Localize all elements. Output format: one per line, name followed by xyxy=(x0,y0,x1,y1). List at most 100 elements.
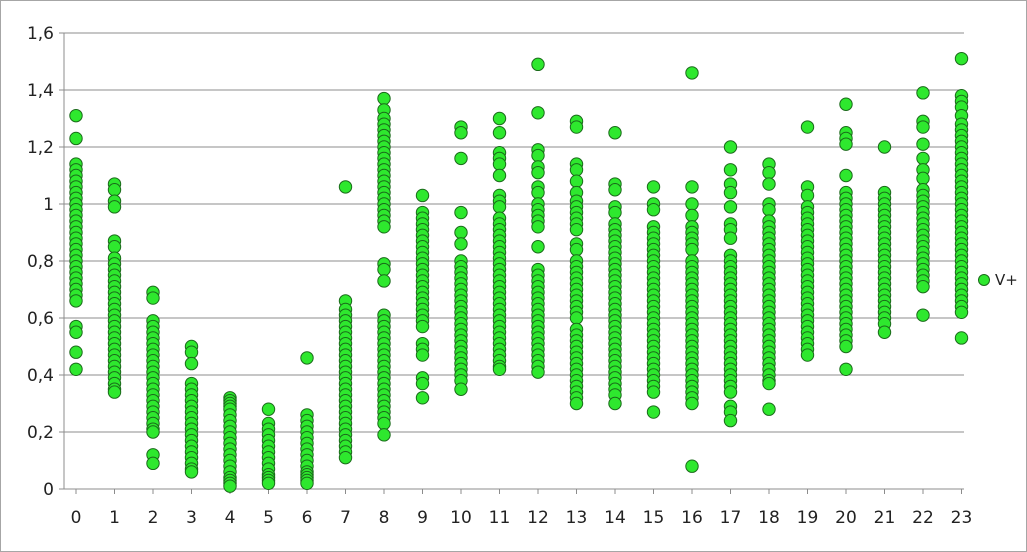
legend: V+ xyxy=(978,271,1018,289)
data-point xyxy=(646,203,661,217)
data-point xyxy=(916,137,930,151)
data-point xyxy=(146,291,160,305)
data-point xyxy=(531,148,545,163)
data-point xyxy=(300,351,314,365)
data-point xyxy=(69,294,83,308)
x-tick-label: 5 xyxy=(263,508,274,528)
data-point xyxy=(146,456,160,471)
data-point xyxy=(685,396,699,411)
data-point xyxy=(569,396,584,411)
data-point xyxy=(723,385,738,399)
data-point xyxy=(261,476,276,490)
data-point xyxy=(569,163,584,177)
data-point xyxy=(569,311,584,325)
x-tick-label: 21 xyxy=(874,508,896,528)
x-tick-label: 20 xyxy=(835,508,857,528)
y-tick-label: 0 xyxy=(43,480,54,500)
data-point xyxy=(377,416,391,431)
x-tick-label: 23 xyxy=(951,508,973,528)
data-point xyxy=(646,385,661,399)
data-point xyxy=(377,274,391,288)
data-point xyxy=(723,140,738,154)
data-point xyxy=(646,405,661,419)
data-point xyxy=(454,126,468,140)
x-tick-label: 8 xyxy=(379,508,390,528)
data-point xyxy=(916,279,930,294)
data-point xyxy=(492,200,507,214)
data-point xyxy=(839,97,853,111)
data-point xyxy=(569,242,584,257)
x-tick-label: 9 xyxy=(417,508,428,528)
data-point xyxy=(107,183,122,197)
x-tick-label: 14 xyxy=(604,508,626,528)
data-point xyxy=(69,362,83,376)
data-point xyxy=(415,391,430,405)
data-point xyxy=(223,479,237,493)
data-point xyxy=(184,356,199,371)
data-point xyxy=(69,131,83,146)
y-tick-label: 1,2 xyxy=(27,138,54,158)
data-point xyxy=(916,151,930,166)
data-point xyxy=(415,376,430,391)
data-point xyxy=(492,157,507,171)
x-tick-label: 6 xyxy=(302,508,313,528)
data-point xyxy=(492,168,507,183)
data-point xyxy=(608,205,622,220)
data-point xyxy=(916,171,930,186)
data-point xyxy=(531,365,545,379)
data-point xyxy=(685,66,699,80)
data-point xyxy=(492,362,507,376)
x-tick-label: 0 xyxy=(71,508,82,528)
data-point xyxy=(300,476,314,490)
y-axis-ticks: 0 0,2 0,4 0,6 0,8 1 1,2 1,4 1,6 xyxy=(27,24,54,500)
data-point xyxy=(839,137,853,151)
data-point xyxy=(685,208,699,223)
data-point xyxy=(569,120,584,134)
data-point xyxy=(338,450,353,465)
x-tick-label: 13 xyxy=(566,508,588,528)
data-point xyxy=(531,106,545,120)
data-point xyxy=(261,402,276,416)
grid-lines xyxy=(59,32,964,494)
data-point xyxy=(415,348,430,362)
data-point xyxy=(723,413,738,428)
data-point xyxy=(184,345,199,359)
data-point xyxy=(954,305,969,319)
data-point xyxy=(377,262,391,277)
data-point xyxy=(492,126,507,140)
data-point xyxy=(69,345,83,359)
x-tick-label: 7 xyxy=(340,508,351,528)
data-point xyxy=(723,163,738,177)
data-point xyxy=(877,140,892,154)
legend-marker-v-plus xyxy=(978,274,990,286)
data-point xyxy=(723,200,738,214)
data-point xyxy=(800,120,815,134)
x-tick-label: 10 xyxy=(450,508,472,528)
data-point xyxy=(954,51,969,66)
x-tick-label: 18 xyxy=(758,508,780,528)
data-point xyxy=(69,325,83,339)
data-point xyxy=(646,180,661,194)
x-tick-label: 15 xyxy=(643,508,665,528)
data-point xyxy=(107,200,122,214)
data-point xyxy=(454,225,468,240)
data-point xyxy=(608,126,622,140)
data-point xyxy=(531,165,545,180)
data-point xyxy=(377,220,391,234)
data-point xyxy=(762,165,776,180)
x-tick-label: 11 xyxy=(489,508,511,528)
data-point xyxy=(531,185,545,200)
data-point xyxy=(762,177,776,191)
data-point xyxy=(877,325,892,339)
x-tick-label: 12 xyxy=(527,508,549,528)
data-point xyxy=(800,188,815,203)
data-point xyxy=(184,465,199,479)
y-tick-label: 0,8 xyxy=(27,252,54,272)
data-point xyxy=(338,180,353,194)
y-tick-label: 1,6 xyxy=(27,24,54,44)
data-point xyxy=(492,111,507,126)
y-tick-label: 0,2 xyxy=(27,423,54,443)
y-tick-label: 0,6 xyxy=(27,309,54,329)
data-point xyxy=(723,185,738,200)
